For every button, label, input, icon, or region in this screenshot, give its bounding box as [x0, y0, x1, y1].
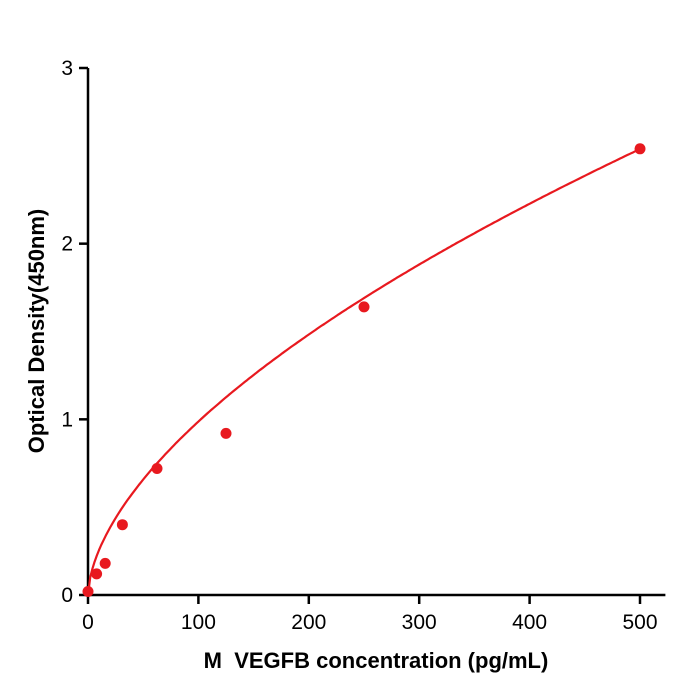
fit-curve-path — [86, 147, 642, 597]
data-point — [634, 143, 646, 155]
data-point — [99, 557, 111, 569]
x-axis-label: M VEGFB concentration (pg/mL) — [204, 648, 549, 673]
y-tick-label: 3 — [61, 57, 73, 80]
y-axis-ticks: 0 1 2 3 — [61, 57, 88, 607]
x-axis-ticks: 0 100 200 300 400 500 — [82, 595, 658, 634]
data-point — [151, 463, 163, 474]
x-tick-label: 500 — [622, 611, 657, 634]
fit-curve — [86, 147, 642, 597]
x-tick-label: 200 — [291, 611, 326, 634]
data-point — [358, 301, 370, 313]
x-tick-label: 100 — [181, 611, 216, 634]
x-tick-label: 400 — [512, 611, 547, 634]
data-point — [82, 586, 94, 597]
y-tick-label: 1 — [61, 408, 73, 431]
y-tick-label: 2 — [61, 233, 73, 256]
y-tick-label: 0 — [61, 584, 73, 607]
x-tick-label: 0 — [82, 611, 94, 634]
data-point — [91, 568, 103, 580]
data-point — [220, 427, 232, 439]
data-points — [82, 143, 646, 597]
x-tick-label: 300 — [402, 611, 437, 634]
data-point — [116, 519, 128, 531]
y-axis-label: Optical Density(450nm) — [24, 209, 49, 454]
axes — [86, 68, 666, 597]
